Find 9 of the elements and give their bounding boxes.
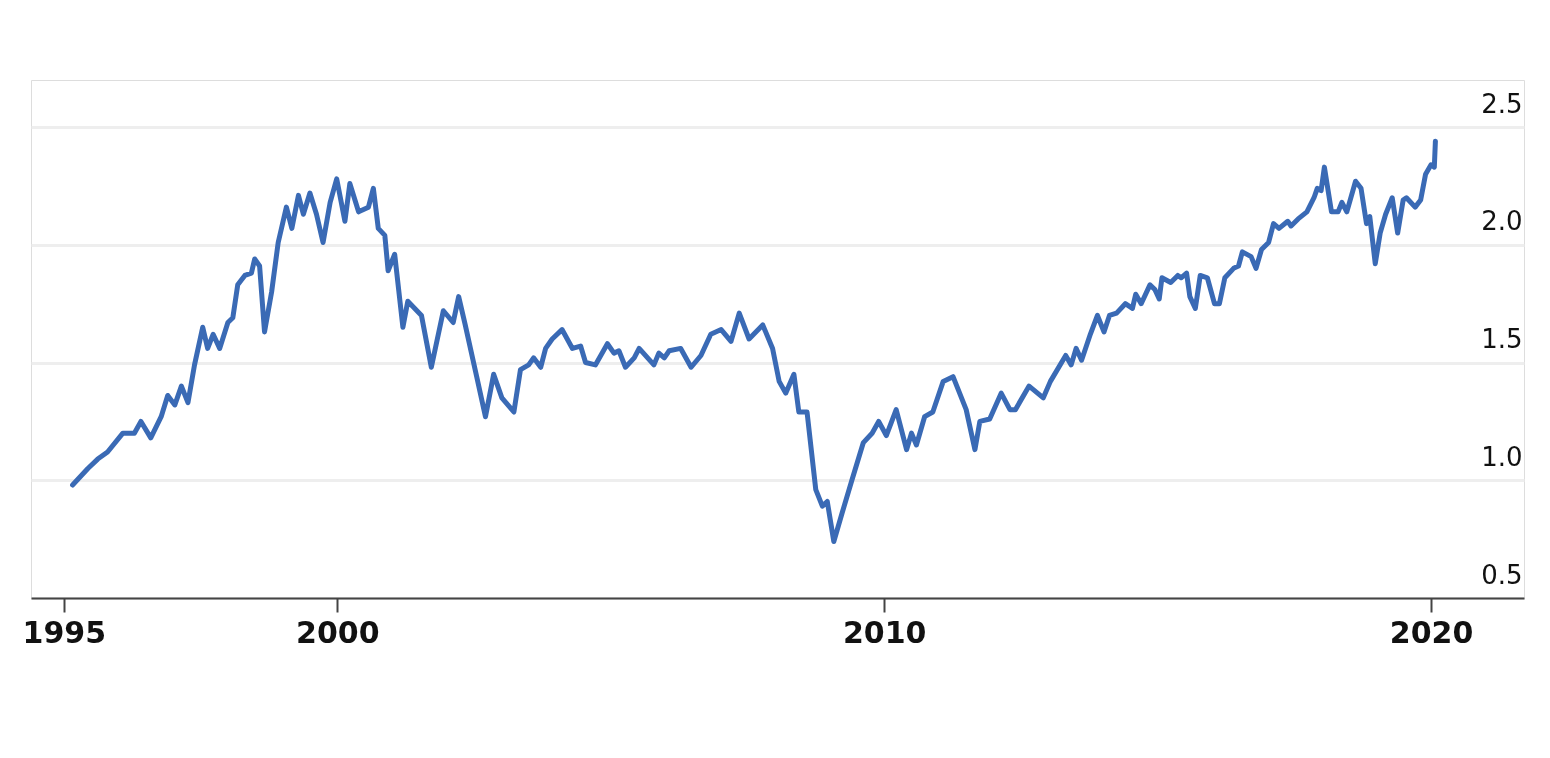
y-tick-label: 1.0 [1481, 441, 1523, 472]
x-tick-label: 2010 [842, 614, 927, 650]
y-tick-label: 1.5 [1481, 324, 1523, 355]
y-tick-label: 2.5 [1481, 88, 1523, 119]
x-tick-label: 2020 [1389, 614, 1474, 650]
y-tick-label: 2.0 [1481, 206, 1523, 237]
y-tick-label: 0.5 [1481, 559, 1523, 590]
x-tick-label: 2000 [296, 614, 380, 650]
x-tick-label: 1995 [22, 614, 107, 650]
